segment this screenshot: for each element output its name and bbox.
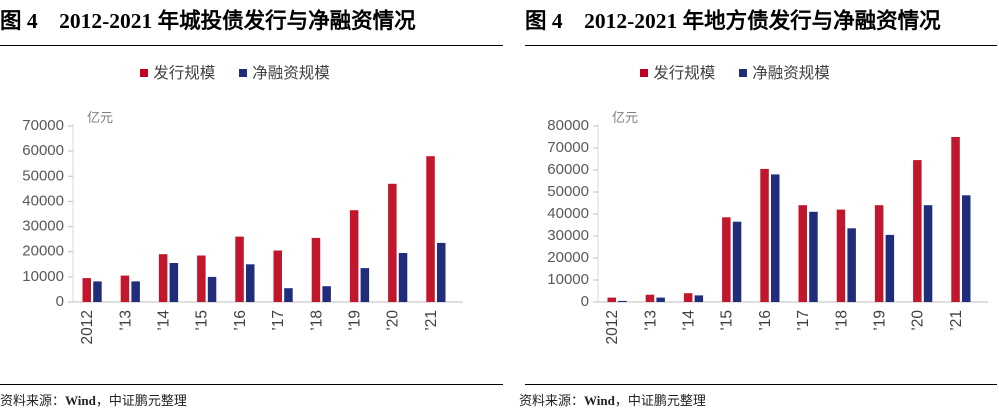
- svg-text:70000: 70000: [547, 139, 589, 156]
- svg-text:’18: ’18: [833, 310, 850, 331]
- svg-text:0: 0: [581, 293, 589, 310]
- svg-text:20000: 20000: [22, 243, 64, 260]
- svg-text:亿元: 亿元: [87, 110, 113, 125]
- svg-text:’17: ’17: [270, 310, 287, 331]
- svg-text:’13: ’13: [642, 310, 659, 331]
- svg-text:30000: 30000: [22, 218, 64, 235]
- svg-text:60000: 60000: [22, 142, 64, 159]
- svg-text:’16: ’16: [757, 310, 774, 331]
- svg-text:50000: 50000: [547, 183, 589, 200]
- svg-text:50000: 50000: [22, 167, 64, 184]
- svg-text:’14: ’14: [156, 310, 173, 331]
- svg-text:2012: 2012: [79, 310, 96, 344]
- svg-text:10000: 10000: [22, 268, 64, 285]
- svg-text:’13: ’13: [117, 310, 134, 331]
- svg-text:40000: 40000: [547, 205, 589, 222]
- svg-text:20000: 20000: [547, 249, 589, 266]
- svg-text:40000: 40000: [22, 192, 64, 209]
- svg-text:’16: ’16: [232, 310, 249, 331]
- svg-text:亿元: 亿元: [612, 110, 638, 125]
- svg-text:’21: ’21: [423, 310, 440, 331]
- svg-text:’14: ’14: [681, 310, 698, 331]
- svg-text:’20: ’20: [385, 310, 402, 331]
- svg-text:’17: ’17: [795, 310, 812, 331]
- svg-text:2012: 2012: [604, 310, 621, 344]
- svg-text:80000: 80000: [547, 117, 589, 134]
- svg-text:70000: 70000: [22, 117, 64, 134]
- svg-text:’18: ’18: [308, 310, 325, 331]
- svg-text:60000: 60000: [547, 161, 589, 178]
- svg-text:30000: 30000: [547, 227, 589, 244]
- svg-text:’19: ’19: [347, 310, 364, 331]
- svg-text:’20: ’20: [910, 310, 927, 331]
- svg-text:’15: ’15: [194, 310, 211, 331]
- svg-text:’15: ’15: [719, 310, 736, 331]
- svg-text:10000: 10000: [547, 271, 589, 288]
- svg-text:’19: ’19: [872, 310, 889, 331]
- svg-text:’21: ’21: [948, 310, 965, 331]
- svg-text:0: 0: [56, 293, 64, 310]
